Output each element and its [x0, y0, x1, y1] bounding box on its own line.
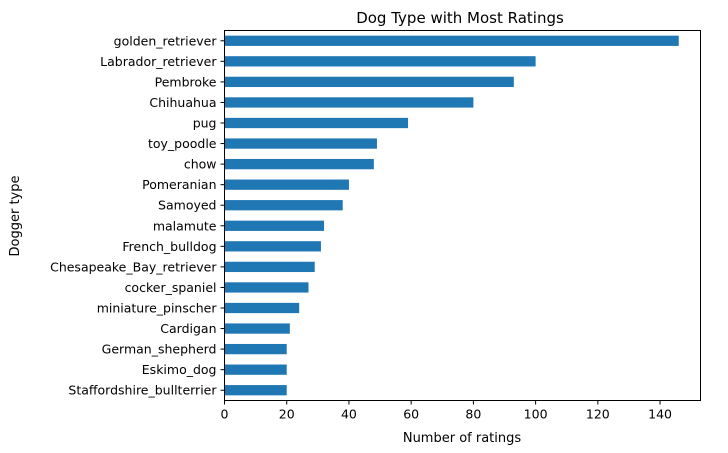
- bar-French_bulldog: [224, 241, 321, 252]
- y-tick-label: Samoyed: [158, 198, 216, 213]
- y-tick-label: Chihuahua: [149, 95, 216, 110]
- x-tick-label: 20: [279, 407, 295, 422]
- bar-Pembroke: [224, 76, 514, 88]
- x-tick-label: 80: [465, 407, 481, 422]
- bar-Chihuahua: [224, 97, 474, 108]
- y-tick-label: Eskimo_dog: [142, 362, 217, 377]
- x-tick-label: 140: [648, 407, 672, 422]
- bar-toy_poodle: [224, 138, 377, 149]
- y-tick-label: Pembroke: [155, 74, 217, 89]
- bar-malamute: [224, 220, 325, 231]
- x-tick-label: 100: [524, 407, 548, 422]
- y-tick-label: Labrador_retriever: [100, 54, 217, 69]
- y-tick-label: Cardigan: [160, 321, 216, 336]
- x-tick-label: 0: [221, 407, 229, 422]
- bar-Pomeranian: [224, 179, 349, 190]
- y-tick-label: French_bulldog: [122, 239, 216, 254]
- bar-Chesapeake_Bay_retriever: [224, 261, 315, 273]
- bar-golden_retriever: [224, 35, 679, 46]
- bar-Labrador_retriever: [224, 56, 536, 67]
- bar-chow: [224, 158, 374, 170]
- bar-Cardigan: [224, 323, 290, 334]
- x-ticks-group: 0 20 40 60 80 100 120 140: [221, 400, 672, 422]
- y-tick-label: Pomeranian: [142, 177, 216, 192]
- y-tick-label: chow: [184, 157, 217, 172]
- bar-pug: [224, 117, 409, 129]
- bar-miniature_pinscher: [224, 302, 300, 314]
- y-axis-label: Dogger type: [8, 176, 23, 257]
- bar-Eskimo_dog: [224, 364, 287, 375]
- y-ticks-group: golden_retriever Labrador_retriever Pembro…: [50, 33, 225, 398]
- plot-frame: [224, 30, 701, 401]
- y-tick-label: miniature_pinscher: [97, 301, 218, 316]
- y-tick-label: Chesapeake_Bay_retriever: [50, 259, 217, 274]
- y-tick-label: malamute: [153, 218, 217, 233]
- bar-Staffordshire_bullterrier: [224, 385, 287, 396]
- x-tick-label: 40: [341, 407, 357, 422]
- bars-group: [224, 35, 679, 396]
- y-tick-label: golden_retriever: [114, 33, 218, 48]
- y-tick-label: Staffordshire_bullterrier: [68, 383, 217, 398]
- x-tick-label: 60: [403, 407, 419, 422]
- bar-Samoyed: [224, 200, 343, 211]
- bar-German_shepherd: [224, 343, 287, 355]
- bar-cocker_spaniel: [224, 282, 309, 293]
- x-axis-label: Number of ratings: [403, 431, 522, 446]
- y-tick-label: pug: [193, 116, 217, 131]
- x-tick-label: 120: [586, 407, 610, 422]
- y-tick-label: cocker_spaniel: [125, 280, 217, 295]
- y-tick-label: German_shepherd: [102, 342, 217, 357]
- chart-title: Dog Type with Most Ratings: [356, 9, 564, 27]
- y-tick-label: toy_poodle: [148, 136, 217, 151]
